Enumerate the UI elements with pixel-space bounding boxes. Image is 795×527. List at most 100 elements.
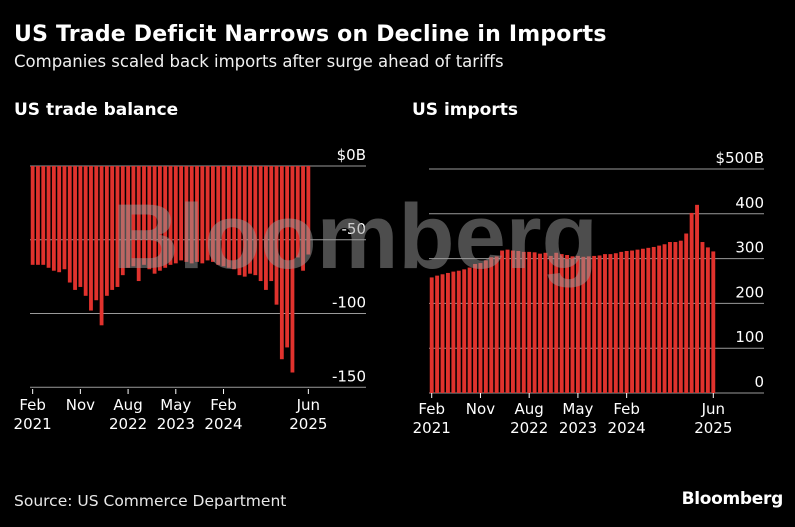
imports-bar [613, 253, 618, 393]
imports-bar [446, 272, 450, 393]
balance-bar [264, 166, 268, 290]
balance-bar [78, 166, 83, 287]
imports-bar [500, 250, 505, 393]
balance-xtick-year: 2023 [157, 415, 195, 433]
imports-bar [559, 254, 564, 393]
balance-bar [41, 166, 46, 265]
imports-bar [581, 256, 586, 393]
imports-ytick-label: 300 [735, 239, 764, 257]
imports-bar [516, 250, 521, 393]
imports-bar [494, 256, 499, 393]
imports-bar [608, 254, 613, 393]
balance-bar [163, 166, 168, 268]
balance-bar [57, 166, 62, 273]
imports-bar [554, 252, 559, 393]
imports-bar [451, 271, 456, 393]
imports-bar [624, 250, 629, 393]
balance-bar [157, 166, 162, 271]
balance-bar [126, 166, 130, 268]
imports-bar [548, 255, 553, 393]
imports-bar [570, 256, 575, 393]
balance-bar [83, 166, 88, 296]
imports-bar [538, 253, 542, 393]
imports-title: US imports [412, 100, 518, 120]
imports-bar [527, 251, 532, 393]
imports-xtick-label: Feb [613, 400, 640, 418]
imports-bar [678, 240, 683, 393]
imports-bar [668, 242, 672, 393]
balance-bar [306, 166, 311, 255]
imports-bar [489, 257, 494, 393]
balance-bar [253, 166, 258, 276]
balance-xtick-label: May [160, 396, 191, 414]
balance-bar [242, 166, 247, 277]
imports-xtick-label: May [562, 400, 593, 418]
balance-bar [94, 166, 99, 301]
imports-ytick-label: 400 [735, 194, 764, 212]
imports-bar [597, 255, 602, 393]
balance-xtick-year: 2022 [109, 415, 147, 433]
imports-xtick-year: 2021 [413, 419, 451, 437]
source-note: Source: US Commerce Department [14, 492, 287, 510]
imports-xtick-label: Feb [418, 400, 445, 418]
balance-bar [216, 166, 221, 265]
imports-bar [483, 260, 488, 393]
imports-xtick-year: 2024 [608, 419, 646, 437]
balance-bar [104, 166, 109, 296]
imports-bar [521, 251, 526, 393]
balance-bar [62, 166, 67, 270]
imports-xtick-year: 2022 [510, 419, 548, 437]
balance-xtick-label: Nov [66, 396, 95, 414]
balance-bar [290, 166, 295, 373]
imports-bar [689, 212, 694, 393]
balance-bar [36, 166, 40, 265]
balance-bar [179, 166, 184, 261]
balance-ytick-label: -100 [332, 294, 366, 312]
balance-bar [301, 166, 305, 271]
balance-xtick-label: Aug [113, 396, 142, 414]
balance-bar [99, 166, 104, 326]
balance-bar [274, 166, 279, 305]
imports-bar [700, 242, 705, 393]
balance-bar [211, 166, 215, 262]
balance-bar [46, 166, 51, 268]
imports-ytick-label: 100 [735, 328, 764, 346]
balance-bar [269, 166, 274, 282]
imports-bar [456, 270, 461, 393]
balance-ytick-label: $0B [337, 146, 366, 164]
balance-bar [184, 166, 189, 262]
bloomberg-logo: Bloomberg [681, 489, 784, 509]
imports-bar [565, 255, 570, 393]
imports-xtick-label: Nov [466, 400, 495, 418]
balance-xtick-year: 2021 [14, 415, 52, 433]
imports-ytick-label: 200 [735, 283, 764, 301]
balance-bar [232, 166, 237, 270]
balance-xtick-label: Feb [19, 396, 46, 414]
balance-bar [226, 166, 231, 268]
imports-bar [478, 263, 483, 393]
imports-bar [711, 251, 716, 393]
imports-bar [575, 255, 580, 393]
balance-bar [237, 166, 242, 276]
imports-bar [673, 242, 678, 393]
imports-bar [684, 233, 689, 393]
imports-xtick-label: Aug [515, 400, 544, 418]
chart-subtitle: Companies scaled back imports after surg… [14, 52, 504, 71]
balance-bar [168, 166, 173, 265]
imports-ytick-label: 0 [754, 373, 764, 391]
balance-bar [110, 166, 115, 290]
balance-bar [120, 166, 125, 276]
imports-bar [473, 263, 477, 393]
balance-ytick-label: -150 [332, 367, 366, 385]
balance-xtick-year: 2024 [204, 415, 242, 433]
balance-bar [221, 166, 226, 267]
balance-bar [136, 166, 141, 282]
balance-bar [248, 166, 252, 274]
imports-bar [435, 275, 440, 393]
balance-ytick-label: -50 [342, 220, 367, 238]
balance-bar [285, 166, 290, 348]
balance-bar [205, 166, 210, 261]
imports-bar [646, 247, 651, 393]
balance-bar [200, 166, 205, 264]
